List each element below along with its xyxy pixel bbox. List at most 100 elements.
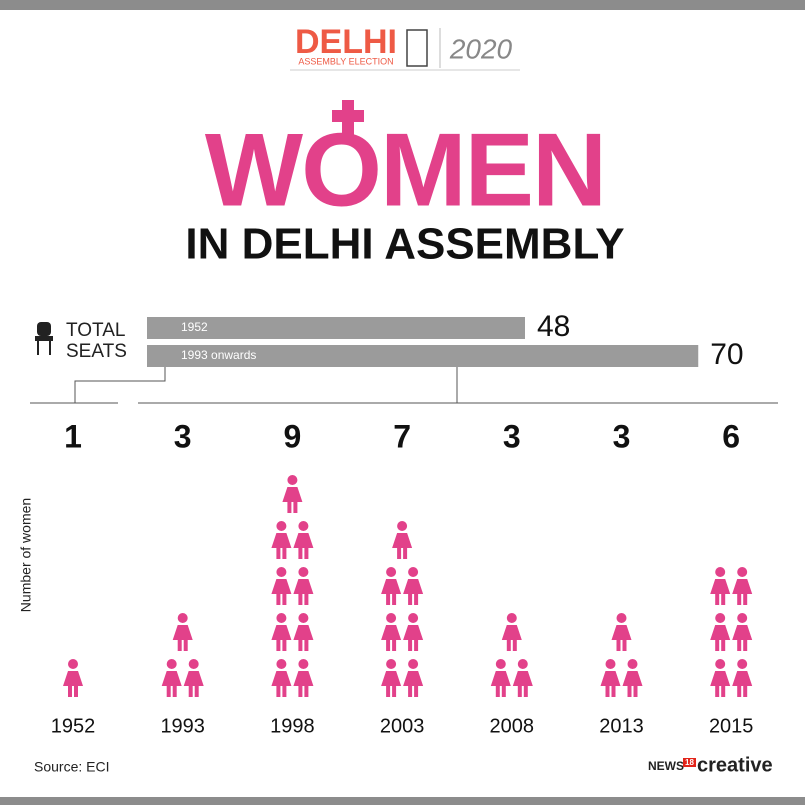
woman-leg xyxy=(304,548,309,559)
logo-news: NEWS xyxy=(648,759,684,773)
woman-icons xyxy=(381,521,424,697)
year-label: 1998 xyxy=(270,715,315,737)
header-year: 2020 xyxy=(449,33,513,64)
woman-leg xyxy=(633,686,638,697)
woman-body xyxy=(381,625,402,640)
woman-body xyxy=(172,625,193,640)
woman-head xyxy=(386,613,397,623)
woman-body xyxy=(710,579,731,594)
woman-leg xyxy=(605,686,610,697)
woman-leg xyxy=(386,686,391,697)
woman-body xyxy=(183,671,204,686)
woman-leg xyxy=(282,686,287,697)
woman-leg xyxy=(298,548,303,559)
woman-body xyxy=(732,579,753,594)
logo-number: 18 xyxy=(685,758,694,767)
woman-head xyxy=(737,613,748,623)
woman-head xyxy=(605,659,616,669)
woman-leg xyxy=(188,686,193,697)
woman-leg xyxy=(194,686,199,697)
woman-body xyxy=(271,533,292,548)
woman-leg xyxy=(501,686,506,697)
woman-leg xyxy=(304,640,309,651)
woman-body xyxy=(600,671,621,686)
woman-body xyxy=(403,625,424,640)
year-label: 1952 xyxy=(51,715,96,737)
woman-leg xyxy=(68,686,72,697)
woman-leg xyxy=(622,640,627,651)
bracket-lines xyxy=(30,366,778,404)
woman-head xyxy=(408,613,419,623)
woman-leg xyxy=(298,594,303,605)
woman-head xyxy=(737,659,748,669)
chart-title: WOMEN xyxy=(205,112,605,228)
woman-body xyxy=(271,579,292,594)
woman-leg xyxy=(276,640,281,651)
woman-head xyxy=(298,659,309,669)
woman-leg xyxy=(298,686,303,697)
woman-leg xyxy=(611,686,616,697)
woman-head xyxy=(408,659,419,669)
woman-leg xyxy=(506,640,511,651)
woman-body xyxy=(403,671,424,686)
woman-leg xyxy=(403,548,408,559)
woman-body xyxy=(293,625,314,640)
woman-leg xyxy=(166,686,171,697)
seat-value: 70 xyxy=(710,338,743,371)
woman-head xyxy=(188,659,199,669)
woman-body xyxy=(501,625,522,640)
header-brand: DELHI xyxy=(295,23,397,61)
woman-head xyxy=(276,567,287,577)
woman-head xyxy=(627,659,638,669)
year-label: 2015 xyxy=(709,715,754,737)
count-label: 6 xyxy=(722,418,740,454)
woman-head xyxy=(298,613,309,623)
woman-leg xyxy=(616,640,621,651)
woman-icons xyxy=(490,613,533,697)
woman-body xyxy=(293,671,314,686)
logo-creative: creative xyxy=(697,754,773,776)
woman-leg xyxy=(282,548,287,559)
chart-subtitle: IN DELHI ASSEMBLY xyxy=(185,220,624,269)
woman-body xyxy=(392,533,413,548)
woman-head xyxy=(397,521,408,531)
seats-label: SEATS xyxy=(66,341,127,362)
year-label: 2013 xyxy=(599,715,644,737)
woman-body xyxy=(63,671,83,686)
woman-leg xyxy=(408,686,413,697)
woman-body xyxy=(381,671,402,686)
woman-head xyxy=(276,659,287,669)
woman-head xyxy=(495,659,506,669)
india-gate-icon xyxy=(406,29,428,67)
woman-leg xyxy=(74,686,78,697)
woman-leg xyxy=(177,640,182,651)
woman-leg xyxy=(392,686,397,697)
woman-leg xyxy=(512,640,517,651)
logo-badge xyxy=(683,758,696,767)
woman-head xyxy=(737,567,748,577)
woman-leg xyxy=(721,640,726,651)
woman-leg xyxy=(386,640,391,651)
woman-icons xyxy=(600,613,643,697)
woman-leg xyxy=(715,594,720,605)
count-label: 3 xyxy=(174,418,192,454)
woman-body xyxy=(611,625,632,640)
woman-leg xyxy=(397,548,402,559)
woman-body xyxy=(293,579,314,594)
woman-body xyxy=(282,487,303,502)
woman-leg xyxy=(737,640,742,651)
count-label: 9 xyxy=(284,418,302,454)
woman-leg xyxy=(743,686,748,697)
woman-leg xyxy=(743,594,748,605)
year-label: 2003 xyxy=(380,715,425,737)
woman-head xyxy=(276,613,287,623)
woman-leg xyxy=(172,686,177,697)
woman-head xyxy=(68,659,78,669)
woman-leg xyxy=(517,686,522,697)
woman-leg xyxy=(276,686,281,697)
header-subtitle: ASSEMBLY ELECTION xyxy=(298,56,393,66)
woman-leg xyxy=(276,548,281,559)
woman-leg xyxy=(743,640,748,651)
woman-body xyxy=(622,671,643,686)
